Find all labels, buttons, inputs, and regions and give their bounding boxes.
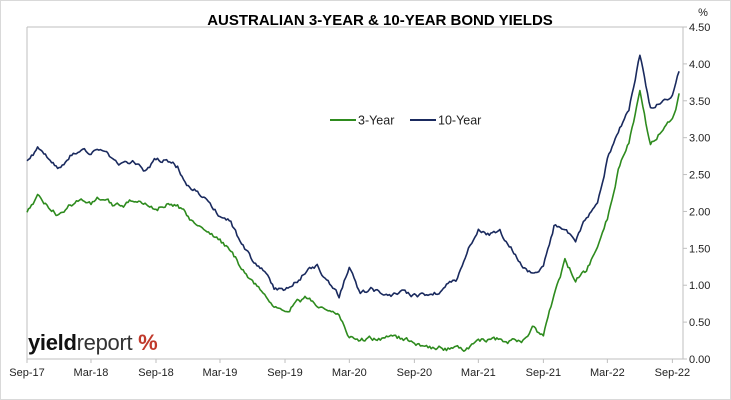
logo-word-report: report [76,330,133,355]
x-tick-label: Sep-19 [267,367,302,379]
y-tick-label: 4.50 [689,22,710,34]
legend-item-3-year: 3-Year [330,114,394,128]
yieldreport-logo: yieldreport % [28,330,158,356]
logo-percent-mark: % [138,330,158,355]
series-layer [26,54,680,352]
x-tick-label: Sep-22 [655,367,690,379]
series-line-10-year [26,54,680,299]
y-tick-label: 0.00 [689,354,710,366]
y-tick-label: 1.00 [689,280,710,292]
y-tick-label: 2.00 [689,206,710,218]
legend-label: 3-Year [358,114,394,128]
x-tick-label: Sep-20 [397,367,432,379]
x-tick-label: Mar-20 [332,367,367,379]
y-tick-label: 0.50 [689,317,710,329]
x-tick-label: Sep-18 [138,367,173,379]
y-tick-label: 2.50 [689,170,710,182]
y-tick-label: 3.50 [689,96,710,108]
logo-word-yield: yield [28,330,77,355]
chart-title: AUSTRALIAN 3-YEAR & 10-YEAR BOND YIELDS [207,12,553,29]
x-axis-ticks: Sep-17 Mar-18 Sep-18 Mar-19 Sep-19 Mar-20 Sep-… [9,359,690,379]
y-tick-label: 1.50 [689,243,710,255]
legend-label: 10-Year [438,114,481,128]
x-tick-label: Mar-18 [74,367,109,379]
x-tick-label: Mar-21 [461,367,496,379]
y-tick-label: 3.00 [689,133,710,145]
x-tick-label: Mar-19 [203,367,238,379]
y-axis-ticks: 0.00 0.50 1.00 1.50 2.00 2.50 3.00 3.50 4.00 4.50 [683,22,710,366]
legend-item-10-year: 10-Year [410,114,481,128]
legend: 3-Year 10-Year [330,114,481,128]
y-tick-label: 4.00 [689,59,710,71]
x-tick-label: Sep-21 [526,367,561,379]
y-axis-unit-label: % [698,7,708,19]
x-tick-label: Sep-17 [9,367,44,379]
x-tick-label: Mar-22 [590,367,625,379]
series-line-3-year [26,89,680,352]
